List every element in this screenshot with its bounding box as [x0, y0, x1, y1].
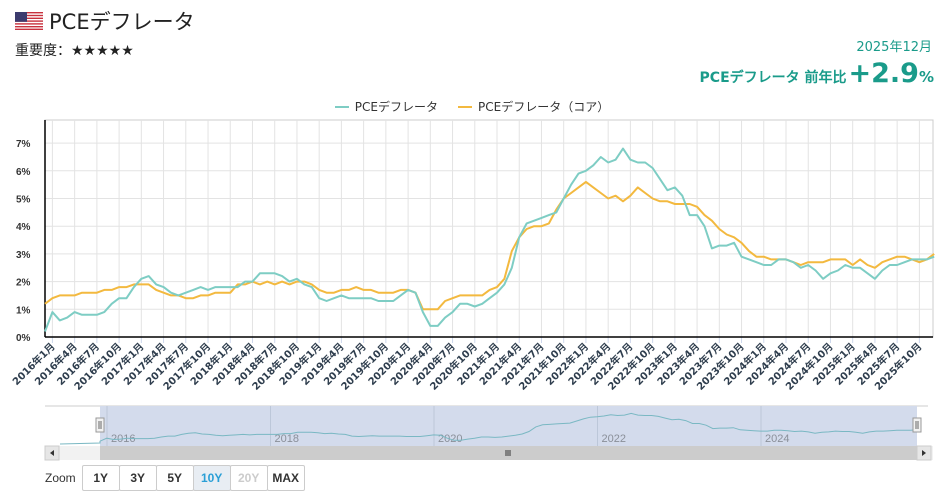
y-axis-labels: 0% 1% 2% 3% 4% 5% 6% 7% — [16, 139, 31, 344]
zoom-3y-button[interactable]: 3Y — [118, 465, 157, 491]
svg-text:6%: 6% — [16, 167, 31, 178]
legend-swatch-core-pce — [458, 105, 472, 108]
navigator-left-handle[interactable] — [95, 417, 105, 433]
svg-text:3%: 3% — [16, 250, 31, 261]
svg-text:0%: 0% — [16, 333, 31, 344]
title-row: PCEデフレータ — [15, 6, 195, 36]
x-axis-labels: 2016年1月2016年4月2016年7月2016年10月2017年1月2017… — [10, 340, 925, 393]
page-title: PCEデフレータ — [49, 10, 195, 34]
legend-swatch-pce — [334, 105, 349, 108]
importance-stars: ★★★★★ — [71, 43, 134, 59]
navigator[interactable]: 2016 2018 2020 2022 2024 — [44, 405, 933, 461]
svg-text:4%: 4% — [16, 222, 31, 233]
release-date: 2025年12月 — [856, 40, 932, 55]
chart-legend: PCEデフレータ PCEデフレータ（コア） — [0, 98, 944, 115]
svg-text:2%: 2% — [16, 278, 31, 289]
svg-text:2018: 2018 — [275, 433, 299, 445]
zoom-5y-button[interactable]: 5Y — [155, 465, 194, 491]
headline-unit: % — [918, 68, 934, 86]
legend-item-pce[interactable]: PCEデフレータ — [334, 98, 438, 115]
importance-label: 重要度： — [15, 43, 71, 59]
chart-grid — [44, 119, 934, 343]
zoom-label: Zoom — [45, 471, 76, 485]
legend-label-pce: PCEデフレータ — [354, 100, 438, 114]
svg-text:5%: 5% — [16, 195, 31, 206]
headline-value: PCEデフレータ 前年比 +2.9 % — [700, 58, 934, 89]
svg-text:7%: 7% — [16, 139, 31, 150]
scroll-left-arrow-icon[interactable] — [44, 445, 60, 461]
us-flag-icon — [15, 12, 43, 30]
headline-number: +2.9 — [848, 58, 919, 89]
zoom-10y-button[interactable]: 10Y — [192, 465, 231, 491]
zoom-max-button[interactable]: MAX — [266, 465, 305, 491]
navigator-right-handle[interactable] — [912, 417, 922, 433]
legend-item-core-pce[interactable]: PCEデフレータ（コア） — [458, 98, 609, 115]
zoom-1y-button[interactable]: 1Y — [81, 465, 120, 491]
svg-text:2022: 2022 — [602, 433, 626, 445]
scroll-right-arrow-icon[interactable] — [916, 445, 932, 461]
importance-rating: 重要度：★★★★★ — [15, 40, 134, 60]
svg-text:1%: 1% — [16, 305, 31, 316]
navigator-scrollbar[interactable] — [45, 446, 933, 460]
headline-label: PCEデフレータ 前年比 — [699, 70, 847, 86]
legend-label-core-pce: PCEデフレータ（コア） — [478, 100, 610, 114]
chart-lines — [44, 147, 935, 332]
svg-text:2024: 2024 — [765, 433, 789, 445]
zoom-20y-button: 20Y — [229, 465, 268, 491]
zoom-controls: Zoom 1Y 3Y 5Y 10Y 20Y MAX — [45, 465, 305, 491]
